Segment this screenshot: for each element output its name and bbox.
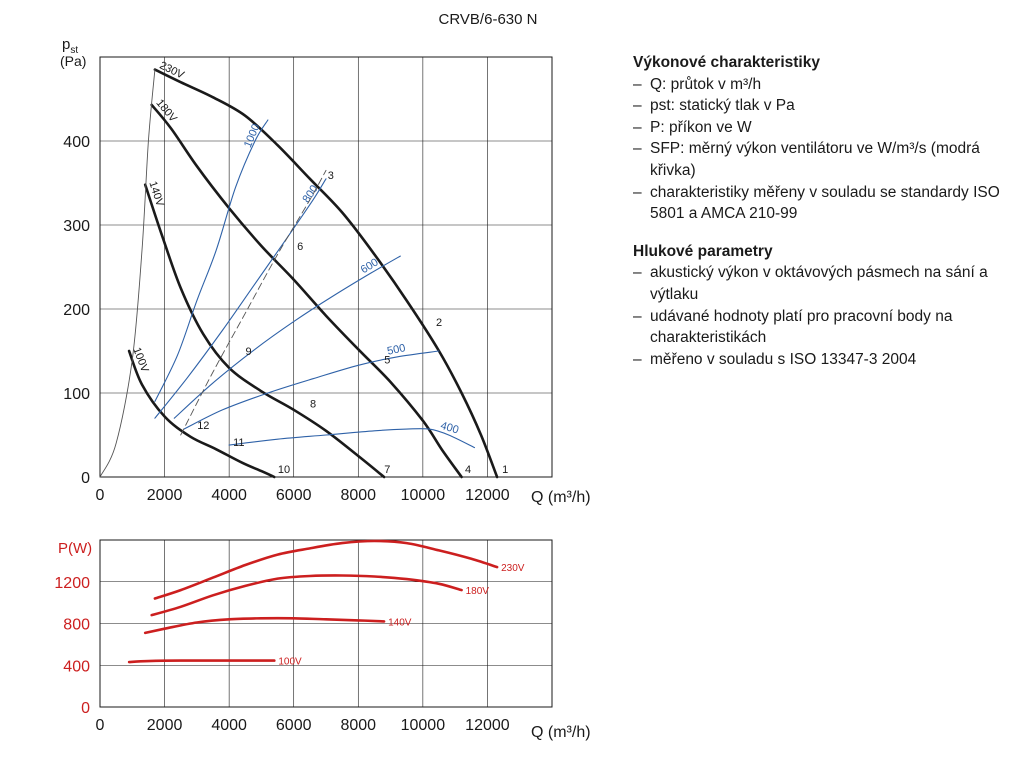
pressure-axis-unit: (Pa)	[60, 53, 86, 69]
voltage-curve-230v	[153, 68, 499, 479]
pressure-axis-label: pst	[62, 36, 78, 56]
noise-item-octave: akustický výkon v oktávových pásmech na …	[633, 262, 1013, 305]
point-label-1: 1	[502, 464, 508, 476]
noise-item-standard: měřeno v souladu s ISO 13347-3 2004	[633, 349, 1013, 371]
point-label-7: 7	[384, 464, 390, 476]
point-label-12: 12	[197, 420, 209, 432]
sfp-curve-800	[154, 178, 327, 419]
noise-item-validity: udávané hodnoty platí pro pracovní body …	[633, 306, 1013, 349]
x-tick-label: 0	[96, 487, 105, 504]
point-label-3: 3	[328, 170, 334, 182]
power-curve-180v	[150, 574, 463, 617]
voltage-curve-140v	[143, 183, 386, 479]
x-tick-label: 12000	[465, 717, 510, 734]
performance-item-sfp: SFP: měrný výkon ventilátoru ve W/m³/s (…	[633, 138, 1013, 181]
performance-heading: Výkonové charakteristiky	[633, 54, 820, 71]
power-grid	[100, 540, 552, 707]
y-tick-label: 100	[63, 386, 90, 403]
point-label-5: 5	[384, 355, 390, 367]
y-tick-label: 400	[63, 658, 90, 675]
x-tick-label: 12000	[465, 487, 510, 504]
x-tick-label: 0	[96, 717, 105, 734]
x-tick-label: 4000	[211, 717, 247, 734]
sfp-curve-label-500: 500	[386, 342, 406, 358]
point-label-6: 6	[297, 241, 303, 253]
power-x-axis-label: Q (m³/h)	[531, 724, 591, 741]
power-curve-230v	[153, 539, 499, 600]
voltage-curve-180v	[150, 103, 463, 479]
x-tick-label: 8000	[340, 487, 376, 504]
system-curve-system	[99, 69, 156, 478]
sfp-curve-500	[183, 350, 440, 430]
system-curve-system-2	[180, 169, 327, 436]
point-label-8: 8	[310, 398, 316, 410]
sfp-curve-label-400: 400	[439, 420, 460, 437]
performance-list: Q: průtok v m³/h pst: statický tlak v Pa…	[633, 74, 1013, 225]
y-tick-label: 800	[63, 617, 90, 634]
sfp-curve-1000	[154, 119, 269, 402]
pressure-axis-label-sub: st	[70, 45, 78, 56]
y-tick-label: 0	[81, 700, 90, 717]
x-tick-label: 2000	[147, 717, 183, 734]
performance-item-power: P: příkon ve W	[633, 117, 1013, 139]
power-curve-140v	[143, 616, 386, 635]
pressure-grid	[100, 57, 552, 477]
pressure-chart: 230V180V140V100V100080060050040012345678…	[60, 36, 591, 506]
point-label-11: 11	[233, 437, 244, 449]
chart-title: CRVB/6-630 N	[439, 11, 538, 28]
sfp-curve-label-1000: 1000	[242, 122, 263, 149]
noise-heading: Hlukové parametry	[633, 242, 773, 260]
info-panel: Výkonové charakteristiky Q: průtok v m³/…	[633, 52, 1013, 386]
sfp-curve-600	[173, 255, 401, 419]
power-curve-label-100v: 100V	[278, 657, 302, 668]
performance-item-standards: charakteristiky měřeny v souladu se stan…	[633, 182, 1013, 225]
power-tick-labels: 0 2000 4000 6000 8000 10000 12000 0 400 800 1200	[54, 575, 509, 734]
y-tick-label: 300	[63, 218, 90, 235]
point-label-2: 2	[436, 317, 442, 329]
power-curve-label-180v: 180V	[466, 586, 490, 597]
x-tick-label: 4000	[211, 487, 247, 504]
point-label-9: 9	[245, 346, 251, 358]
x-tick-label: 10000	[401, 717, 446, 734]
x-tick-label: 10000	[401, 487, 446, 504]
y-tick-label: 0	[81, 470, 90, 487]
voltage-curve-100v	[127, 349, 276, 479]
power-series: 230V 180V 140V 100V	[127, 539, 525, 668]
sfp-curve-400	[228, 428, 476, 449]
performance-item-flow: Q: průtok v m³/h	[633, 74, 1013, 96]
y-tick-label: 1200	[54, 575, 90, 592]
power-curve-100v	[127, 659, 276, 664]
power-axis-label: P(W)	[58, 540, 92, 557]
x-tick-label: 6000	[276, 487, 312, 504]
pressure-x-axis-label: Q (m³/h)	[531, 489, 591, 506]
power-plot-frame	[99, 539, 553, 708]
pressure-series: 230V180V140V100V100080060050040012345678…	[99, 60, 508, 479]
pressure-axis-label-main: p	[62, 36, 70, 53]
y-tick-label: 200	[63, 302, 90, 319]
x-tick-label: 8000	[340, 717, 376, 734]
pressure-tick-labels: 0 2000 4000 6000 8000 10000 12000 0 100 200 300 400	[63, 134, 509, 504]
noise-list: akustický výkon v oktávových pásmech na …	[633, 262, 1013, 370]
x-tick-label: 2000	[147, 487, 183, 504]
y-tick-label: 400	[63, 134, 90, 151]
performance-item-pressure: pst: statický tlak v Pa	[633, 95, 1013, 117]
x-tick-label: 6000	[276, 717, 312, 734]
power-curve-label-230v: 230V	[501, 563, 525, 574]
point-label-4: 4	[465, 464, 471, 476]
power-curve-label-140v: 140V	[388, 617, 412, 628]
pressure-plot-frame	[99, 56, 553, 478]
point-label-10: 10	[278, 464, 290, 476]
